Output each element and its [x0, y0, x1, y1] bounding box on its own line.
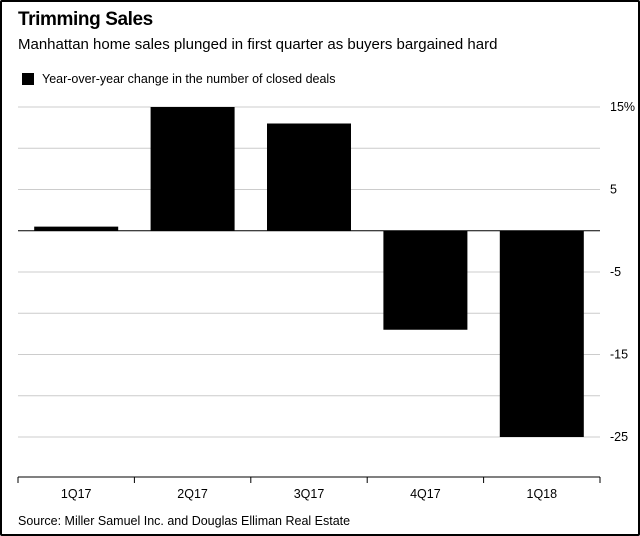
- bar-2q17: [150, 107, 235, 231]
- bar-1q18: [499, 230, 584, 437]
- x-tick-label: 3Q17: [294, 487, 325, 501]
- y-tick-label: -15: [610, 348, 628, 362]
- x-tick-label: 2Q17: [177, 487, 208, 501]
- y-tick-label: 5: [610, 183, 617, 197]
- y-tick-label: -25: [610, 430, 628, 444]
- chart-subtitle: Manhattan home sales plunged in first qu…: [18, 36, 498, 53]
- x-tick-label: 4Q17: [410, 487, 441, 501]
- legend-swatch: [22, 73, 34, 85]
- source-note: Source: Miller Samuel Inc. and Douglas E…: [18, 514, 351, 528]
- legend: Year-over-year change in the number of c…: [22, 72, 335, 86]
- y-tick-label: 15%: [610, 100, 635, 114]
- y-tick-label: -5: [610, 265, 621, 279]
- bar-4q17: [383, 230, 468, 330]
- legend-label: Year-over-year change in the number of c…: [42, 72, 336, 86]
- chart-title: Trimming Sales: [18, 9, 153, 30]
- bar-1q17: [34, 226, 119, 231]
- x-tick-label: 1Q18: [527, 487, 558, 501]
- x-tick-label: 1Q17: [61, 487, 92, 501]
- bar-3q17: [267, 123, 351, 231]
